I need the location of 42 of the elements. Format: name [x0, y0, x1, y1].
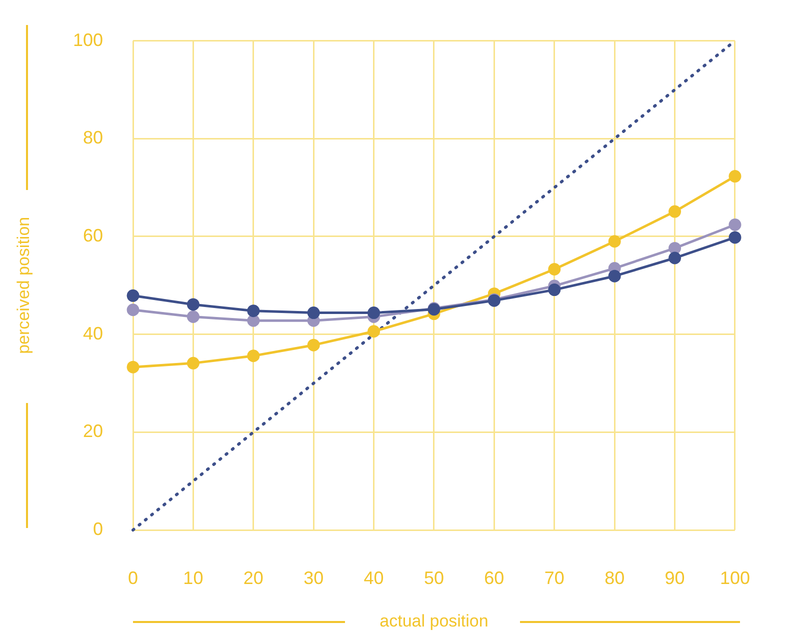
point — [608, 235, 621, 248]
y-tick-label: 20 — [82, 421, 103, 442]
point — [548, 263, 561, 276]
point — [668, 242, 682, 254]
point — [548, 284, 561, 296]
x-tick-label: 90 — [664, 568, 685, 588]
point — [307, 306, 320, 320]
point — [368, 325, 380, 338]
y-tick-label: 80 — [82, 128, 103, 148]
x-tick-label: 60 — [484, 568, 504, 588]
point — [247, 314, 260, 327]
point — [126, 304, 140, 316]
point — [307, 338, 320, 352]
x-tick-label: 70 — [544, 568, 564, 588]
point — [186, 356, 200, 370]
point — [668, 252, 682, 264]
x-axis-title: actual position — [380, 611, 488, 630]
x-tick-label: 50 — [424, 568, 444, 588]
point — [126, 289, 140, 302]
point — [186, 310, 200, 323]
x-tick-label: 40 — [364, 568, 384, 588]
y-axis-title: perceived position — [14, 216, 33, 354]
x-tick-label: 30 — [304, 568, 324, 588]
x-tick-label: 10 — [183, 568, 204, 588]
x-tick-label: 100 — [720, 568, 750, 588]
y-tick-label: 0 — [92, 518, 103, 539]
point — [668, 205, 682, 218]
y-tick-label: 100 — [72, 30, 103, 50]
x-tick-label: 80 — [604, 568, 625, 588]
point — [728, 231, 742, 244]
point — [126, 360, 140, 374]
point — [608, 270, 621, 282]
x-tick-label: 0 — [128, 568, 138, 588]
point — [368, 306, 380, 320]
x-tick-label: 20 — [243, 568, 264, 588]
y-tick-label: 40 — [82, 323, 103, 344]
point — [247, 350, 260, 362]
point — [247, 304, 260, 318]
point — [728, 170, 742, 183]
point — [728, 218, 742, 231]
point — [186, 298, 200, 311]
y-tick-label: 60 — [82, 225, 103, 246]
